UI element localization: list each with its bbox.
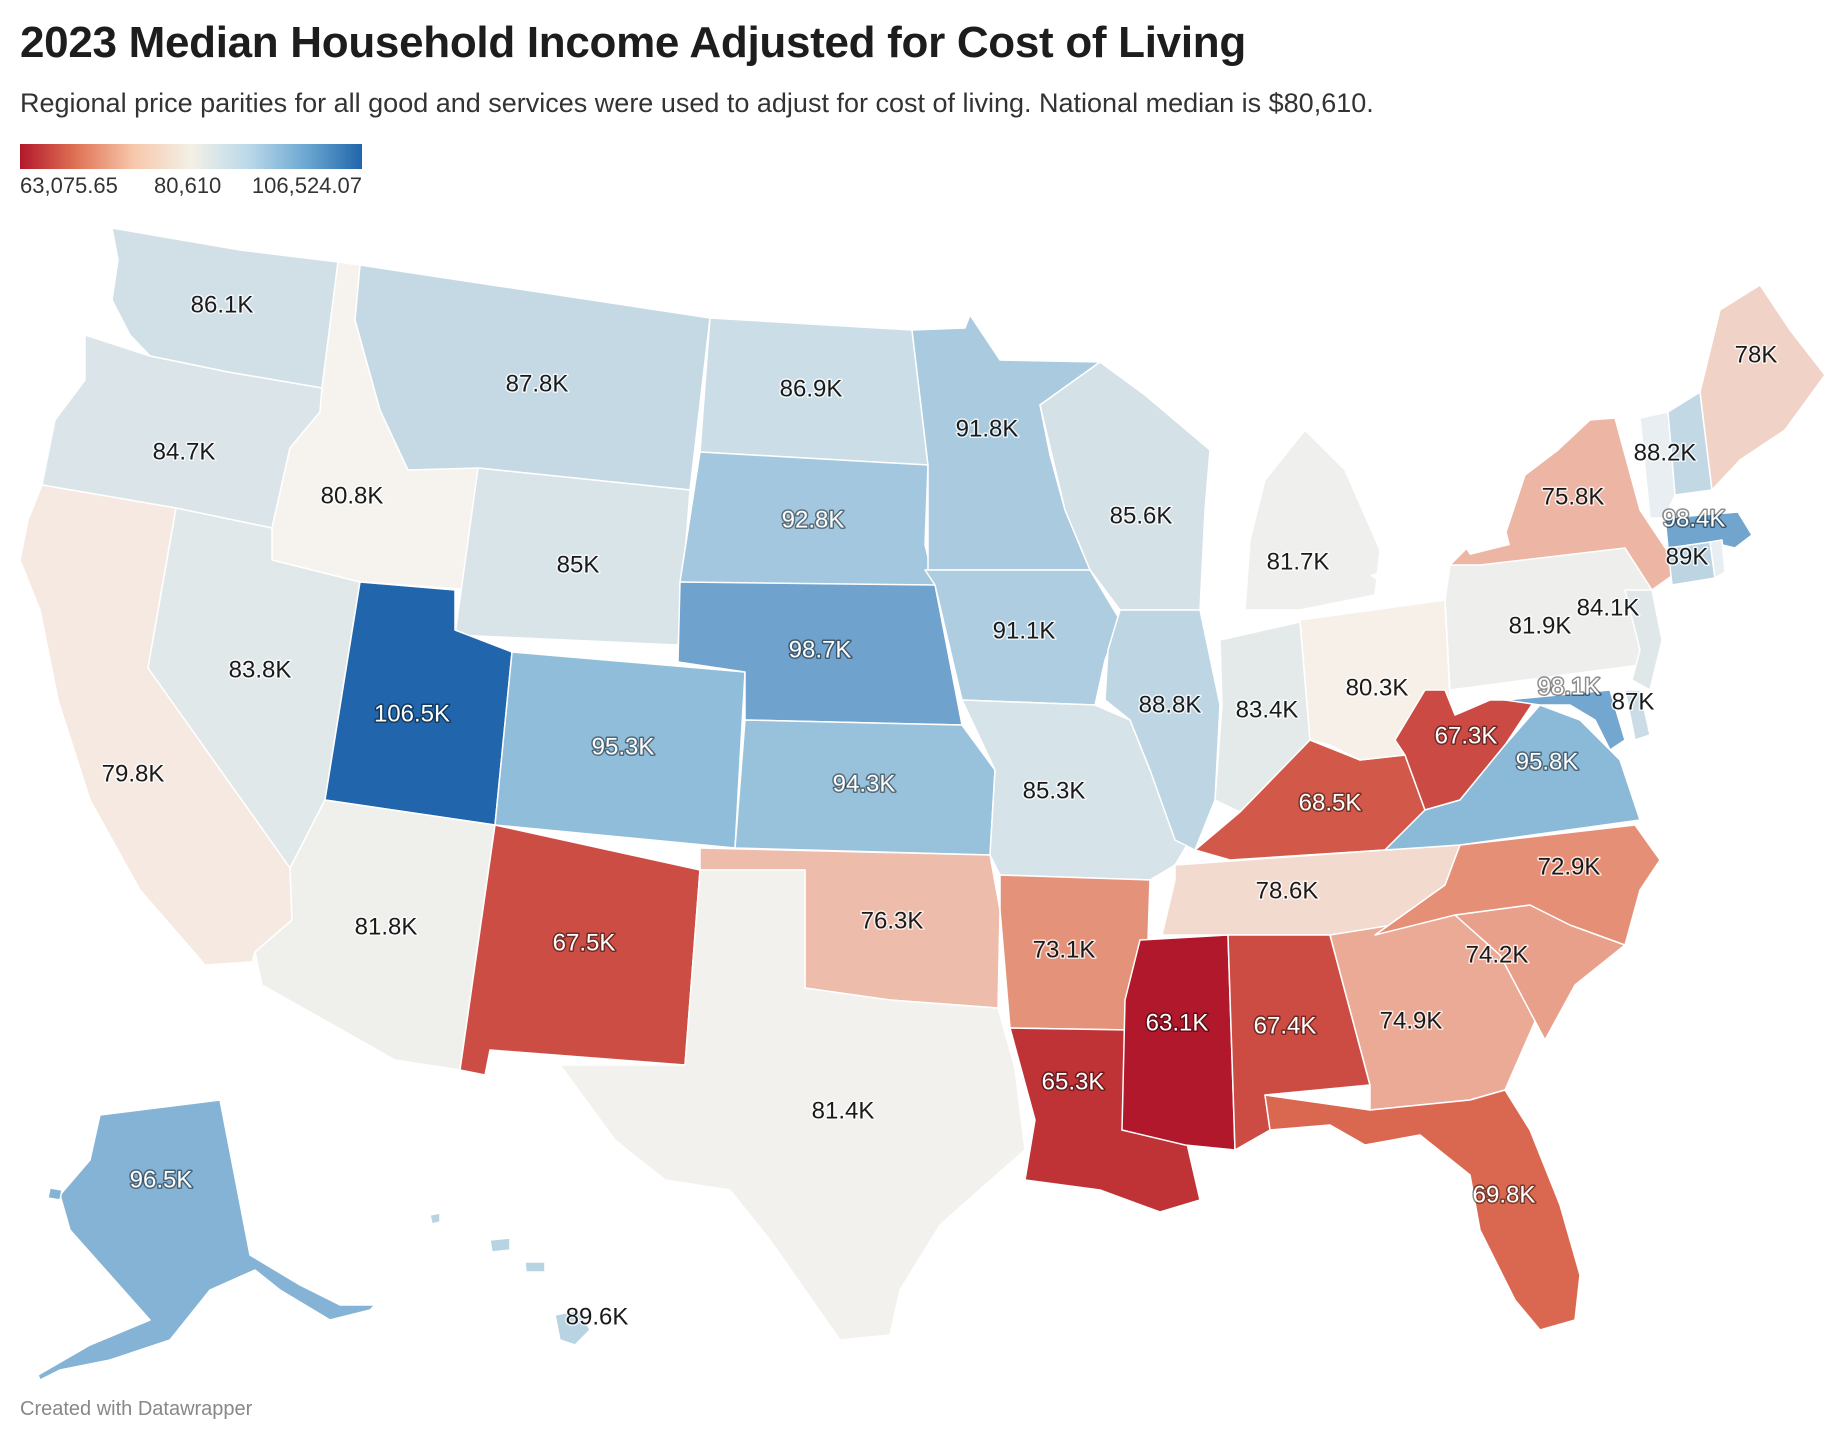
state-label-ut: 106.5K (374, 700, 450, 727)
state-shape-mt[interactable] (354, 264, 711, 491)
state-label-ga: 74.9K (1380, 1007, 1443, 1034)
state-shape-hi-part1[interactable] (489, 1237, 511, 1253)
state-label-va: 95.8K (1516, 748, 1579, 775)
great-lake-1 (1110, 350, 1200, 380)
state-label-tx: 81.4K (812, 1097, 875, 1124)
state-shape-ms[interactable] (1121, 934, 1236, 1151)
state-shape-il[interactable] (1104, 609, 1221, 851)
state-shape-ia[interactable] (924, 569, 1121, 706)
state-label-nd: 86.9K (780, 375, 843, 402)
legend-max-label: 106,524.07 (251, 173, 362, 198)
state-label-md: 98.1K (1538, 673, 1601, 700)
state-shape-me[interactable] (1699, 284, 1826, 491)
state-label-ma: 98.4K (1663, 505, 1726, 532)
state-shape-nj[interactable] (1624, 589, 1663, 691)
state-label-oh: 80.3K (1346, 674, 1409, 701)
state-label-ky: 68.5K (1299, 789, 1362, 816)
state-label-ia: 91.1K (993, 617, 1056, 644)
state-shape-vt[interactable] (1639, 411, 1676, 519)
state-shape-ak[interactable] (37, 1099, 376, 1381)
state-shape-hi-part2[interactable] (429, 1212, 441, 1225)
great-lake-4 (1370, 560, 1450, 590)
state-label-ct: 89K (1666, 543, 1709, 570)
state-shape-mi[interactable] (1244, 429, 1381, 611)
state-label-nv: 83.8K (229, 656, 292, 683)
state-label-wy: 85K (557, 551, 600, 578)
state-label-ne: 98.7K (789, 636, 852, 663)
state-shape-ri[interactable] (1709, 539, 1726, 579)
legend-mid-label: 80,610 (154, 173, 222, 198)
legend-labels: 63,075.65 80,610 106,524.07 (20, 169, 362, 199)
state-label-mi: 81.7K (1267, 548, 1330, 575)
state-shape-mn[interactable] (911, 314, 1101, 571)
labels-layer: 86.1K 84.7K 79.8K 80.8K 83.8K 87.8K 85K 106.5K 8… (100, 290, 1779, 1332)
state-label-nj: 84.1K (1577, 594, 1640, 621)
state-shape-md[interactable] (1504, 689, 1626, 751)
state-label-ca: 79.8K (102, 760, 165, 787)
state-label-nm: 67.5K (553, 929, 616, 956)
state-label-fl: 69.8K (1473, 1181, 1536, 1208)
state-label-il: 88.8K (1139, 691, 1202, 718)
state-label-in: 83.4K (1236, 696, 1299, 723)
state-label-de: 87K (1612, 688, 1655, 715)
state-shape-fl[interactable] (1264, 1089, 1581, 1331)
state-label-nc: 72.9K (1538, 853, 1601, 880)
state-label-ks: 94.3K (833, 770, 896, 797)
state-shape-wi[interactable] (1039, 361, 1211, 611)
state-shape-tx[interactable] (559, 869, 1026, 1341)
state-label-mo: 85.3K (1023, 777, 1086, 804)
state-label-tn: 78.6K (1256, 877, 1319, 904)
state-label-az: 81.8K (355, 913, 418, 940)
state-label-or: 84.7K (153, 438, 216, 465)
state-label-wv: 67.3K (1435, 722, 1498, 749)
state-label-pa: 81.9K (1509, 612, 1572, 639)
state-shape-de[interactable] (1624, 689, 1651, 741)
state-label-ok: 76.3K (861, 907, 924, 934)
great-lake-3 (1330, 430, 1400, 470)
state-label-nh: 88.2K (1634, 439, 1697, 466)
state-label-sd: 92.8K (782, 506, 845, 533)
chart-title: 2023 Median Household Income Adjusted fo… (20, 18, 1246, 67)
credit-footer: Created with Datawrapper (20, 1398, 253, 1420)
state-shape-va[interactable] (1384, 704, 1641, 851)
state-label-ar: 73.1K (1033, 936, 1096, 963)
states-layer (19, 227, 1826, 1381)
state-shape-nc[interactable] (1374, 824, 1661, 946)
state-label-hi: 89.6K (566, 1303, 629, 1330)
state-shape-hi[interactable] (554, 1309, 591, 1346)
color-legend: 63,075.65 80,610 106,524.07 (20, 144, 362, 199)
state-label-ny: 75.8K (1542, 483, 1605, 510)
state-label-sc: 74.2K (1466, 941, 1529, 968)
state-label-wi: 85.6K (1110, 502, 1173, 529)
great-lake-2 (1225, 455, 1250, 600)
state-label-mn: 91.8K (956, 415, 1019, 442)
state-label-mt: 87.8K (506, 370, 569, 397)
state-shape-ak-part1[interactable] (47, 1187, 63, 1201)
legend-gradient-bar (20, 144, 362, 169)
state-label-co: 95.3K (592, 733, 655, 760)
great-lake-5 (1460, 525, 1510, 555)
state-label-al: 67.4K (1254, 1012, 1317, 1039)
state-shape-hi-part3[interactable] (524, 1261, 546, 1273)
state-label-ak: 96.5K (130, 1166, 193, 1193)
state-label-ms: 63.1K (1146, 1009, 1209, 1036)
state-label-la: 65.3K (1042, 1068, 1105, 1095)
state-shape-ma[interactable] (1664, 511, 1753, 549)
state-label-me: 78K (1735, 341, 1778, 368)
chart-subtitle: Regional price parities for all good and… (20, 88, 1374, 118)
legend-min-label: 63,075.65 (20, 173, 118, 198)
state-label-wa: 86.1K (191, 291, 254, 318)
state-label-id: 80.8K (321, 482, 384, 509)
